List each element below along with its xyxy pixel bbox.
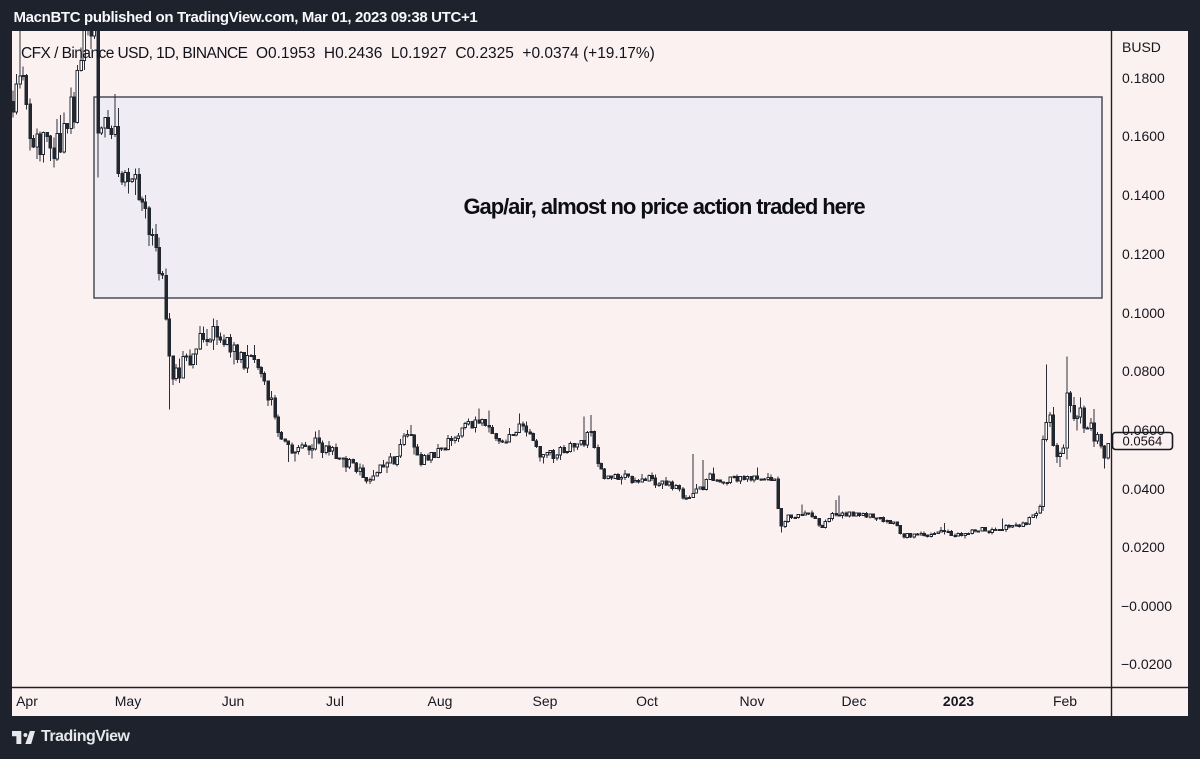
svg-text:Oct: Oct	[636, 693, 658, 709]
svg-text:−0.0200: −0.0200	[1121, 656, 1172, 672]
svg-text:0.1800: 0.1800	[1122, 70, 1165, 86]
svg-text:Aug: Aug	[428, 693, 453, 709]
svg-text:−0.0000: −0.0000	[1121, 598, 1172, 614]
svg-text:Sep: Sep	[533, 693, 558, 709]
svg-text:0.1200: 0.1200	[1122, 246, 1165, 262]
svg-text:0.1000: 0.1000	[1122, 305, 1165, 321]
svg-text:0.1600: 0.1600	[1122, 128, 1165, 144]
svg-text:0.1400: 0.1400	[1122, 187, 1165, 203]
svg-text:Feb: Feb	[1053, 693, 1077, 709]
svg-text:Dec: Dec	[842, 693, 867, 709]
svg-text:0.0800: 0.0800	[1122, 363, 1165, 379]
svg-text:CFX / Binance USD, 1D, BINANCE: CFX / Binance USD, 1D, BINANCE O0.1953 H…	[21, 45, 655, 62]
svg-text:May: May	[115, 693, 141, 709]
svg-text:0.0600: 0.0600	[1122, 422, 1165, 438]
svg-text:0.0200: 0.0200	[1122, 539, 1165, 555]
svg-text:Nov: Nov	[740, 693, 765, 709]
svg-text:2023: 2023	[943, 693, 974, 709]
svg-text:Jun: Jun	[222, 693, 245, 709]
svg-text:BUSD: BUSD	[1122, 39, 1161, 55]
svg-text:0.0564: 0.0564	[1123, 434, 1163, 449]
svg-text:Jul: Jul	[326, 693, 344, 709]
svg-text:0.0400: 0.0400	[1122, 481, 1165, 497]
svg-text:Apr: Apr	[16, 693, 38, 709]
svg-text:Gap/air, almost no price actio: Gap/air, almost no price action traded h…	[463, 194, 865, 219]
